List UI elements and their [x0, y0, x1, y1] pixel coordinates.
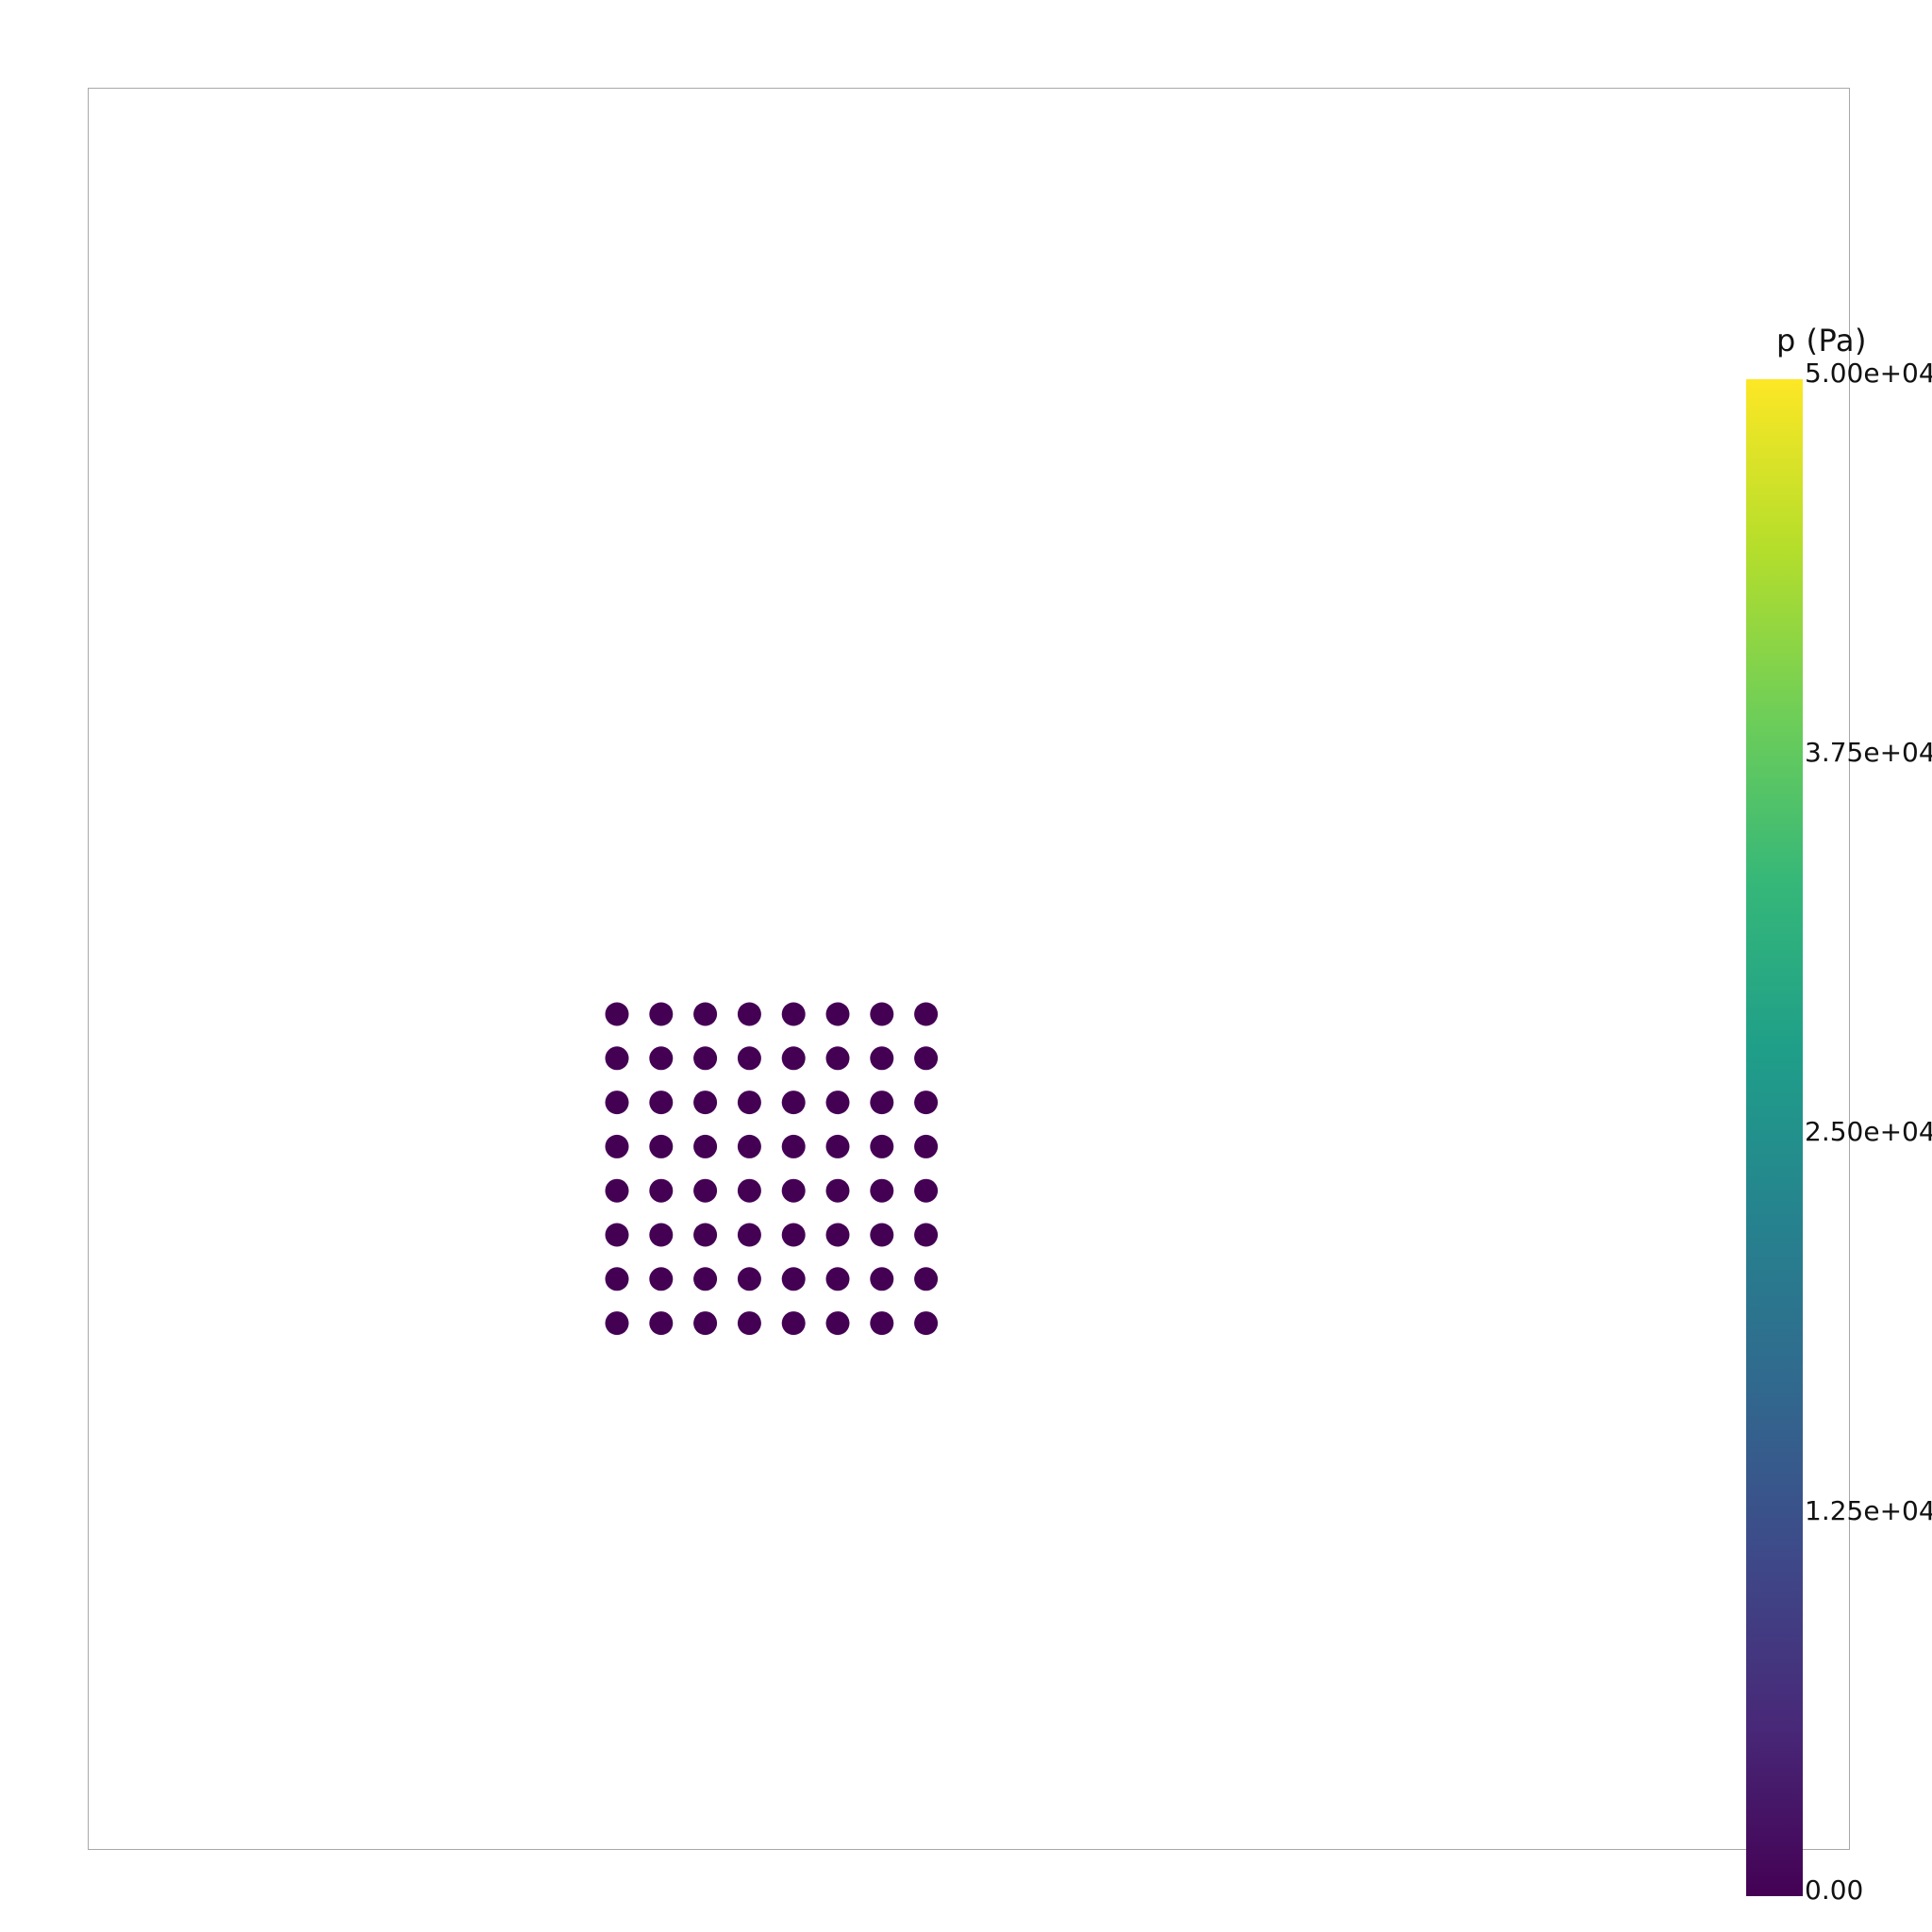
particle [605, 1134, 629, 1158]
colorbar-title: p (Pa) [1776, 323, 1867, 358]
particle [870, 1267, 894, 1291]
particle [914, 1091, 939, 1115]
particle [649, 1267, 674, 1291]
particle [781, 1223, 806, 1247]
particle [737, 1091, 761, 1115]
particle [870, 1311, 894, 1336]
particle [870, 1134, 894, 1158]
particle [737, 1267, 761, 1291]
particle [781, 1311, 806, 1336]
particle [914, 1178, 939, 1203]
particle [825, 1311, 850, 1336]
particle [737, 1311, 761, 1336]
particle [870, 1002, 894, 1026]
particle [693, 1223, 718, 1247]
colorbar-label-max: 5.00e+04 [1805, 358, 1932, 389]
particle [693, 1178, 718, 1203]
particle [693, 1091, 718, 1115]
particle [649, 1311, 674, 1336]
particle [781, 1134, 806, 1158]
particle [825, 1091, 850, 1115]
colorbar-label-3: 3.75e+04 [1805, 737, 1932, 768]
particle [693, 1134, 718, 1158]
particle [914, 1134, 939, 1158]
particle [693, 1267, 718, 1291]
particle [825, 1002, 850, 1026]
particle [914, 1311, 939, 1336]
particle [605, 1002, 629, 1026]
particle [781, 1002, 806, 1026]
particle [693, 1002, 718, 1026]
view-frame [88, 88, 1850, 1850]
colorbar-label-2: 2.50e+04 [1805, 1116, 1932, 1147]
particle [693, 1311, 718, 1336]
particle [605, 1178, 629, 1203]
colorbar-label-min: 0.00 [1805, 1874, 1864, 1906]
particle [870, 1223, 894, 1247]
particle [605, 1091, 629, 1115]
particle [914, 1002, 939, 1026]
particle [825, 1223, 850, 1247]
particle [825, 1267, 850, 1291]
particle [870, 1046, 894, 1071]
particle [870, 1178, 894, 1203]
particle [649, 1134, 674, 1158]
particle [605, 1223, 629, 1247]
particle [737, 1223, 761, 1247]
particle [870, 1091, 894, 1115]
particle [781, 1178, 806, 1203]
colorbar [1746, 379, 1803, 1896]
particle [649, 1223, 674, 1247]
colorbar-label-1: 1.25e+04 [1805, 1495, 1932, 1526]
particle [649, 1178, 674, 1203]
particle [737, 1002, 761, 1026]
particle [649, 1091, 674, 1115]
particle [737, 1178, 761, 1203]
particle [781, 1091, 806, 1115]
particle [825, 1046, 850, 1071]
particle [605, 1267, 629, 1291]
particle [649, 1046, 674, 1071]
particle [825, 1134, 850, 1158]
particle [825, 1178, 850, 1203]
particle [693, 1046, 718, 1071]
colorbar-gradient [1746, 379, 1803, 1896]
particle [737, 1134, 761, 1158]
particle [605, 1311, 629, 1336]
particle [914, 1046, 939, 1071]
particle [781, 1267, 806, 1291]
particle [914, 1223, 939, 1247]
particle [737, 1046, 761, 1071]
particle [605, 1046, 629, 1071]
particle [781, 1046, 806, 1071]
particle [914, 1267, 939, 1291]
particle [649, 1002, 674, 1026]
